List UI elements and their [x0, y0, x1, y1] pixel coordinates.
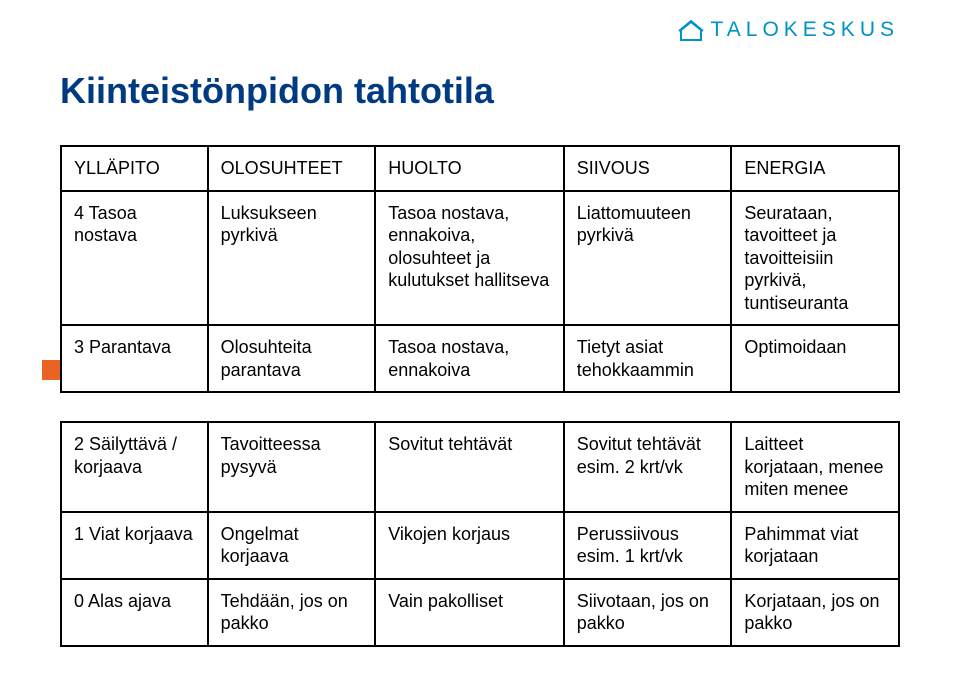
cell: 0 Alas ajava — [61, 579, 208, 646]
cell: Liattomuuteen pyrkivä — [564, 191, 732, 326]
col-header: ENERGIA — [731, 146, 899, 191]
table-row: 0 Alas ajava Tehdään, jos on pakko Vain … — [61, 579, 899, 646]
lower-table: 2 Säilyttävä / korjaava Tavoitteessa pys… — [60, 421, 900, 647]
cell: Olosuhteita parantava — [208, 325, 376, 392]
table-gap — [60, 393, 900, 421]
col-header: YLLÄPITO — [61, 146, 208, 191]
cell: Siivotaan, jos on pakko — [564, 579, 732, 646]
brand-name: TALOKESKUS — [711, 18, 900, 42]
cell: 2 Säilyttävä / korjaava — [61, 422, 208, 512]
cell: Sovitut tehtävät — [375, 422, 564, 512]
upper-table: YLLÄPITO OLOSUHTEET HUOLTO SIIVOUS ENERG… — [60, 145, 900, 393]
cell: Sovitut tehtävät esim. 2 krt/vk — [564, 422, 732, 512]
cell: Tietyt asiat tehokkaammin — [564, 325, 732, 392]
table-row: 3 Parantava Olosuhteita parantava Tasoa … — [61, 325, 899, 392]
page-title: Kiinteistönpidon tahtotila — [60, 70, 494, 112]
cell: Laitteet korjataan, menee miten menee — [731, 422, 899, 512]
col-header: SIIVOUS — [564, 146, 732, 191]
cell: Luksukseen pyrkivä — [208, 191, 376, 326]
content-tables: YLLÄPITO OLOSUHTEET HUOLTO SIIVOUS ENERG… — [60, 145, 900, 647]
cell: Perussiivous esim. 1 krt/vk — [564, 512, 732, 579]
cell: Tasoa nostava, ennakoiva, olosuhteet ja … — [375, 191, 564, 326]
header-row: YLLÄPITO OLOSUHTEET HUOLTO SIIVOUS ENERG… — [61, 146, 899, 191]
brand-logo: TALOKESKUS — [677, 18, 900, 42]
cell: Tavoitteessa pysyvä — [208, 422, 376, 512]
cell: 1 Viat korjaava — [61, 512, 208, 579]
cell: Korjataan, jos on pakko — [731, 579, 899, 646]
cell: Tasoa nostava, ennakoiva — [375, 325, 564, 392]
table-row: 2 Säilyttävä / korjaava Tavoitteessa pys… — [61, 422, 899, 512]
house-icon — [677, 18, 705, 42]
cell: 4 Tasoa nostava — [61, 191, 208, 326]
accent-bar — [42, 360, 60, 380]
cell: Vain pakolliset — [375, 579, 564, 646]
cell: Ongelmat korjaava — [208, 512, 376, 579]
cell: Tehdään, jos on pakko — [208, 579, 376, 646]
table-row: 1 Viat korjaava Ongelmat korjaava Vikoje… — [61, 512, 899, 579]
cell: 3 Parantava — [61, 325, 208, 392]
table-row: 4 Tasoa nostava Luksukseen pyrkivä Tasoa… — [61, 191, 899, 326]
cell: Pahimmat viat korjataan — [731, 512, 899, 579]
col-header: HUOLTO — [375, 146, 564, 191]
cell: Seurataan, tavoitteet ja tavoitteisiin p… — [731, 191, 899, 326]
col-header: OLOSUHTEET — [208, 146, 376, 191]
cell: Vikojen korjaus — [375, 512, 564, 579]
cell: Optimoidaan — [731, 325, 899, 392]
